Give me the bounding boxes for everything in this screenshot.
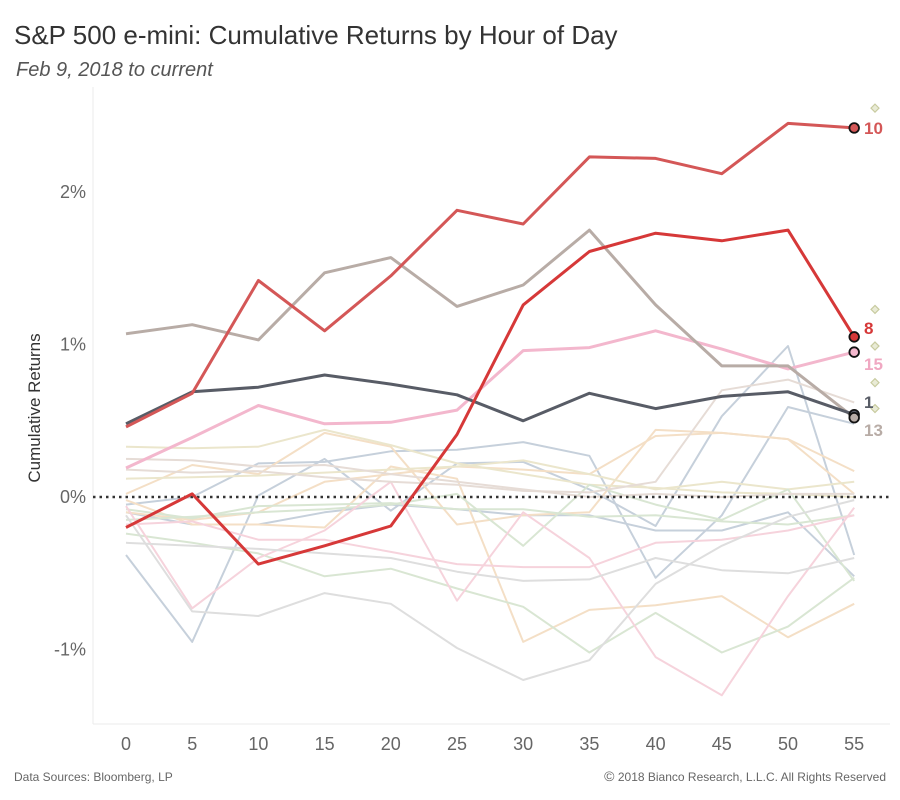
x-tick-label: 0: [121, 734, 131, 754]
series-end-label-8: 8: [864, 319, 873, 338]
diamond-marker-4: [870, 377, 880, 388]
chart-title: S&P 500 e-mini: Cumulative Returns by Ho…: [14, 20, 618, 50]
background-series-line-16: [125, 378, 855, 494]
series-end-label-1: 1: [864, 393, 873, 412]
diamond-marker-group: [870, 103, 880, 414]
x-tick-label: 25: [447, 734, 467, 754]
x-tick-label: 5: [187, 734, 197, 754]
x-tick-label: 30: [513, 734, 533, 754]
series-line-1: [125, 373, 855, 426]
series-line-8: [125, 228, 856, 566]
background-series-line-5: [125, 465, 855, 643]
diamond-marker-1: [870, 103, 880, 113]
x-tick-label: 15: [315, 734, 335, 754]
data-source-note: Data Sources: Bloomberg, LP: [14, 770, 173, 784]
background-series-line-14: [125, 499, 855, 681]
copyright-symbol: ©: [604, 768, 615, 784]
x-tick-label: 50: [778, 734, 798, 754]
y-tick-label: 1%: [60, 335, 86, 355]
series-line-15: [125, 329, 855, 470]
background-series-line-17: [125, 457, 855, 498]
series-end-point-8: [848, 331, 860, 343]
background-series-line-9: [125, 483, 856, 582]
x-tick-label: 40: [646, 734, 666, 754]
background-series-line-7: [125, 428, 855, 498]
background-series-line-10: [125, 532, 855, 654]
series-end-label-13: 13: [864, 421, 883, 440]
copyright-text: 2018 Bianco Research, L.L.C. All Rights …: [617, 770, 886, 784]
series-end-point-13: [848, 412, 860, 424]
y-tick-label: -1%: [54, 640, 86, 660]
x-tick-label: 45: [712, 734, 732, 754]
background-series-line-15: [125, 541, 855, 582]
y-tick-label: 0%: [60, 487, 86, 507]
x-tick-label: 20: [381, 734, 401, 754]
series-line-10: [125, 121, 855, 429]
y-tick-label: 2%: [60, 182, 86, 202]
y-axis-label: Cumulative Returns: [25, 333, 44, 482]
background-series-line-8: [125, 459, 855, 491]
series-end-point-15: [848, 346, 860, 358]
diamond-marker-2: [870, 304, 880, 315]
background-series-line-12: [125, 480, 856, 697]
y-axis-ticks: -1% 0% 1% 2%: [54, 182, 86, 660]
series-end-label-10: 10: [864, 119, 883, 138]
series-end-label-15: 15: [864, 355, 883, 374]
x-tick-label: 55: [844, 734, 864, 754]
diamond-marker-3: [870, 341, 880, 351]
diamond-marker-5: [870, 403, 880, 414]
copyright-note: © 2018 Bianco Research, L.L.C. All Right…: [604, 768, 886, 784]
background-series-line-11: [125, 502, 855, 526]
background-series-group: [125, 345, 856, 697]
chart-subtitle: Feb 9, 2018 to current: [16, 59, 213, 81]
series-end-point-10: [848, 122, 860, 134]
x-tick-label: 35: [579, 734, 599, 754]
x-axis-ticks: 0 5 10 15 20 25 30 35 40 45 50 55: [121, 734, 864, 754]
x-tick-label: 10: [248, 734, 268, 754]
background-series-line-13: [125, 514, 855, 569]
series-line-13: [125, 228, 856, 419]
highlighted-series-group: [125, 121, 860, 566]
series-end-labels: 10 8 15 1 13: [864, 119, 883, 440]
